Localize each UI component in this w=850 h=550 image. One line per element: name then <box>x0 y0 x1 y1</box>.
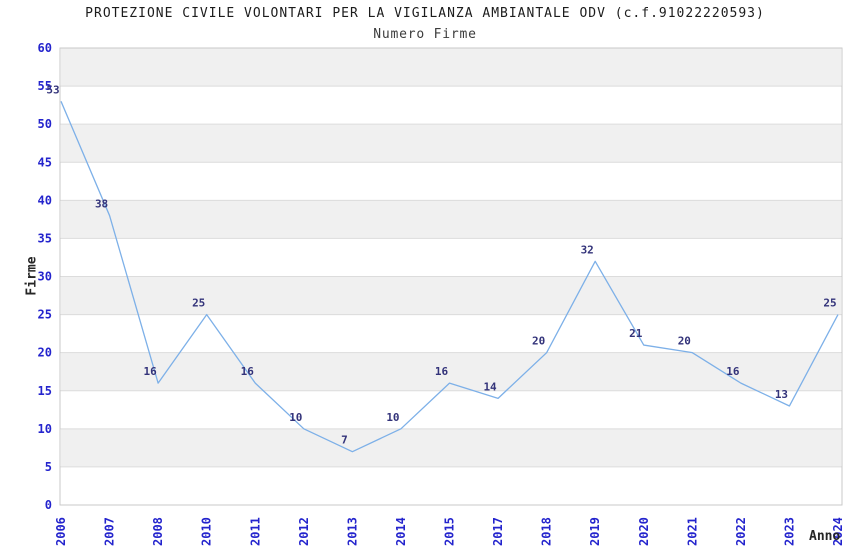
x-axis-title: Anno <box>809 529 841 544</box>
chart-title: PROTEZIONE CIVILE VOLONTARI PER LA VIGIL… <box>85 6 765 21</box>
y-tick-label: 40 <box>38 193 52 207</box>
y-tick-label: 0 <box>45 498 52 512</box>
data-point-label: 38 <box>95 198 108 211</box>
grid-band <box>61 276 841 315</box>
data-point-label: 16 <box>726 365 740 378</box>
grid-band <box>61 48 841 87</box>
y-tick-label: 20 <box>38 346 52 360</box>
y-tick-label: 10 <box>38 422 52 436</box>
grid-band <box>61 200 841 239</box>
y-tick-label: 30 <box>38 270 52 284</box>
data-point-label: 16 <box>144 365 158 378</box>
data-point-label: 20 <box>678 335 691 348</box>
x-tick-label: 2020 <box>637 517 651 546</box>
y-tick-label: 60 <box>38 41 52 55</box>
x-tick-label: 2011 <box>248 517 262 546</box>
data-point-label: 21 <box>629 327 643 340</box>
x-tick-label: 2017 <box>491 517 505 546</box>
x-tick-label: 2019 <box>588 517 602 546</box>
data-point-label: 16 <box>241 365 255 378</box>
data-line <box>60 101 839 453</box>
grid-band <box>61 428 841 467</box>
y-tick-label: 35 <box>38 231 52 245</box>
x-tick-label: 2024 <box>831 517 845 546</box>
y-tick-label: 55 <box>38 79 52 93</box>
x-tick-label: 2014 <box>394 517 408 546</box>
x-tick-label: 2023 <box>782 517 796 546</box>
data-point-label: 10 <box>386 411 399 424</box>
data-point-label: 25 <box>823 297 836 310</box>
x-tick-label: 2008 <box>151 517 165 546</box>
x-tick-label: 2010 <box>200 517 214 546</box>
x-tick-label: 2012 <box>297 517 311 546</box>
data-point-label: 14 <box>483 380 497 393</box>
data-point-label: 10 <box>289 411 302 424</box>
y-tick-label: 25 <box>38 308 52 322</box>
data-point-label: 13 <box>775 388 788 401</box>
data-point-label: 16 <box>435 365 449 378</box>
x-tick-label: 2021 <box>685 517 699 546</box>
x-tick-label: 2018 <box>540 517 554 546</box>
grid-band <box>61 124 841 163</box>
x-tick-label: 2006 <box>54 517 68 546</box>
data-point-label: 32 <box>581 243 594 256</box>
grid-band <box>61 352 841 391</box>
y-tick-label: 15 <box>38 384 52 398</box>
data-point-label: 25 <box>192 297 205 310</box>
x-tick-label: 2015 <box>443 517 457 546</box>
data-point-label: 20 <box>532 335 545 348</box>
y-tick-label: 50 <box>38 117 52 131</box>
y-tick-label: 45 <box>38 155 52 169</box>
chart-subtitle: Numero Firme <box>373 27 477 42</box>
x-tick-label: 2022 <box>734 517 748 546</box>
plot-border <box>59 47 843 506</box>
y-tick-label: 5 <box>45 460 52 474</box>
x-tick-label: 2013 <box>345 517 359 546</box>
data-point-label: 7 <box>341 434 348 447</box>
x-tick-label: 2007 <box>103 517 117 546</box>
data-point-label: 53 <box>46 83 59 96</box>
